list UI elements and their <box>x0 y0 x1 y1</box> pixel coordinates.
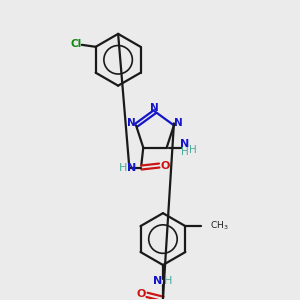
Text: N: N <box>180 139 189 148</box>
Text: H: H <box>181 147 188 157</box>
Text: CH$_3$: CH$_3$ <box>210 220 229 233</box>
Text: H: H <box>119 163 128 172</box>
Text: Cl: Cl <box>70 39 81 49</box>
Text: O: O <box>136 289 146 299</box>
Text: O: O <box>160 160 170 170</box>
Text: N: N <box>173 118 182 128</box>
Text: N: N <box>127 118 135 128</box>
Text: N: N <box>127 163 136 172</box>
Text: H: H <box>189 145 196 154</box>
Text: N: N <box>153 276 163 286</box>
Text: H: H <box>164 276 172 286</box>
Text: N: N <box>150 103 158 112</box>
